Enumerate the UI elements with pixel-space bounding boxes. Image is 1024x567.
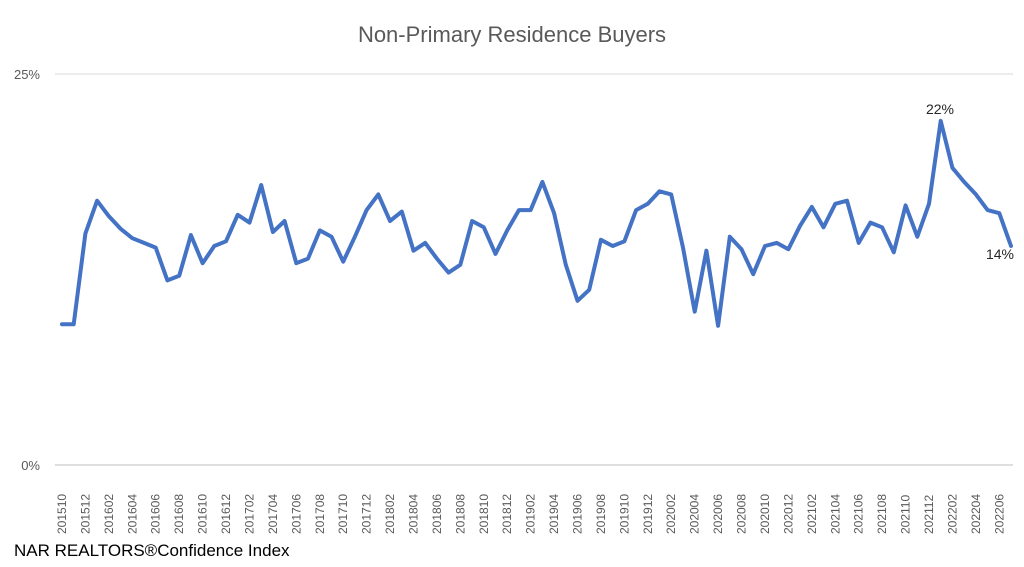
- y-tick-label: 25%: [14, 67, 40, 82]
- x-tick-label: 201804: [406, 494, 420, 534]
- x-tick-label: 202108: [875, 494, 889, 534]
- x-tick-label: 201712: [360, 494, 374, 534]
- x-tick-label: 201606: [149, 494, 163, 534]
- x-tick-label: 201912: [641, 494, 655, 534]
- series-layer: [60, 118, 1013, 328]
- x-tick-label: 201802: [383, 494, 397, 534]
- x-tick-label: 201908: [594, 494, 608, 534]
- x-tick-label: 201904: [547, 494, 561, 534]
- x-tick-label: 202112: [922, 495, 936, 534]
- x-tick-label: 201902: [524, 494, 538, 534]
- x-tick-label: 202104: [828, 494, 842, 534]
- x-tick-label: 202010: [758, 494, 772, 534]
- x-tick-label: 202206: [992, 494, 1006, 534]
- x-tick-label: 202204: [969, 494, 983, 534]
- x-tick-label: 202202: [945, 494, 959, 534]
- y-axis-ticks: 0% 25%: [14, 67, 40, 473]
- x-tick-label: 201708: [313, 494, 327, 534]
- x-tick-label: 201610: [196, 494, 210, 534]
- x-tick-label: 202002: [664, 494, 678, 534]
- x-tick-label: 201910: [617, 494, 631, 534]
- x-tick-label: 202110: [899, 495, 913, 534]
- x-tick-label: 201510: [55, 494, 69, 534]
- chart-title: Non-Primary Residence Buyers: [358, 22, 666, 47]
- x-tick-label: 201512: [78, 494, 92, 534]
- x-tick-label: 201710: [336, 494, 350, 534]
- x-tick-label: 201604: [125, 494, 139, 534]
- x-tick-label: 202004: [688, 494, 702, 534]
- source-caption: NAR REALTORS®Confidence Index: [14, 541, 290, 560]
- x-tick-label: 201810: [477, 494, 491, 534]
- x-axis-ticks: 201510 201512 201602 201604 201606 201608 2016…: [55, 494, 1006, 534]
- x-tick-label: 202106: [852, 494, 866, 534]
- x-tick-label: 201806: [430, 494, 444, 534]
- x-tick-label: 201808: [453, 494, 467, 534]
- x-tick-label: 202008: [735, 494, 749, 534]
- data-label: 14%: [986, 246, 1014, 262]
- x-tick-label: 201608: [172, 494, 186, 534]
- gridlines: [55, 73, 1013, 466]
- x-tick-label: 201906: [571, 494, 585, 534]
- data-label: 22%: [926, 101, 954, 117]
- x-tick-label: 201612: [219, 494, 233, 534]
- x-tick-label: 202006: [711, 494, 725, 534]
- x-tick-label: 201706: [289, 494, 303, 534]
- data-labels: 22% 14%: [926, 101, 1014, 262]
- x-tick-label: 202102: [805, 494, 819, 534]
- x-tick-label: 201702: [242, 494, 256, 534]
- x-tick-label: 201602: [102, 494, 116, 534]
- series-line: [60, 118, 1013, 328]
- x-tick-label: 201704: [266, 494, 280, 534]
- x-tick-label: 202012: [781, 494, 795, 534]
- x-tick-label: 201812: [500, 494, 514, 534]
- y-tick-label: 0%: [21, 458, 40, 473]
